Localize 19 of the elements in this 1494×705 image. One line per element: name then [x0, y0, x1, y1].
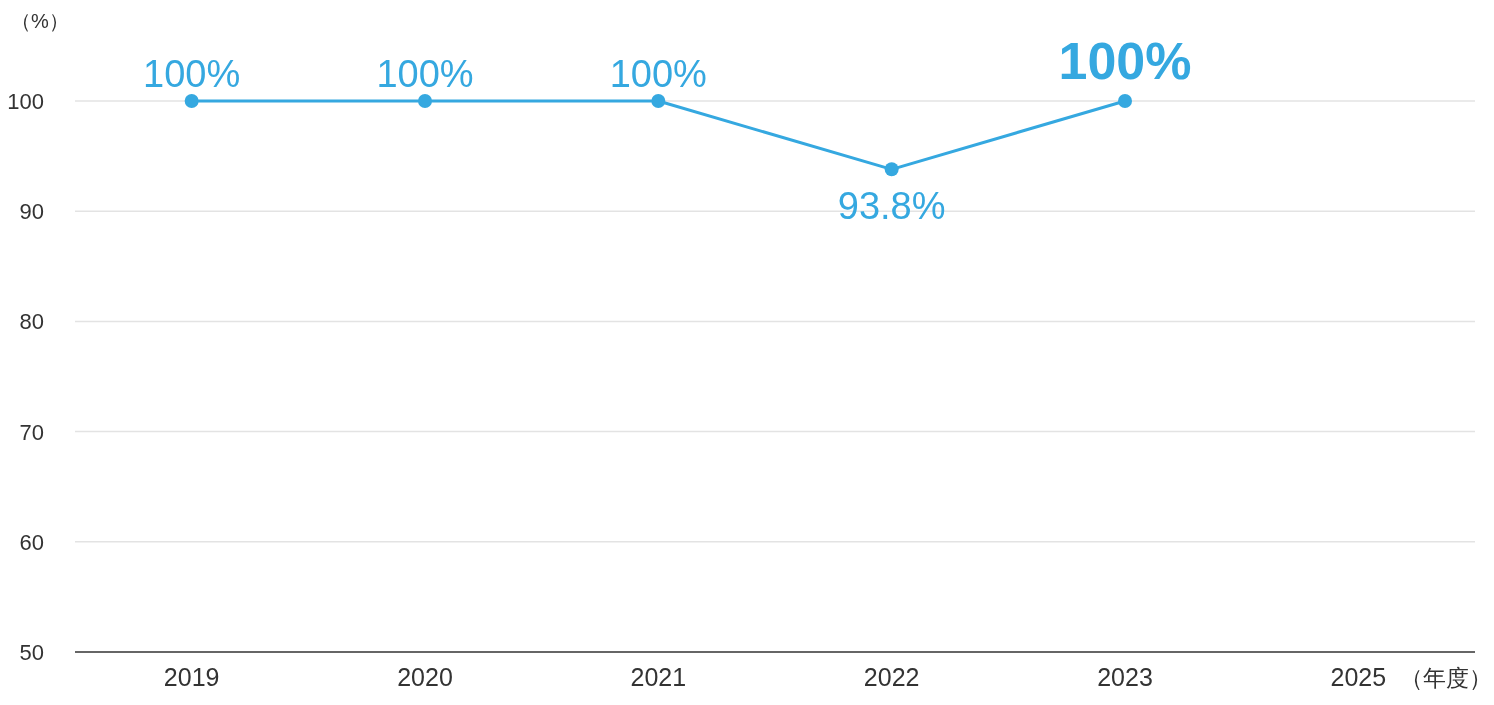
x-tick-label: 2021	[630, 663, 687, 691]
y-tick-label: 90	[19, 199, 44, 225]
x-tick-label: 2019	[163, 663, 220, 691]
y-axis-title: （%）	[11, 10, 69, 32]
y-tick-label: 60	[19, 529, 44, 555]
data-label: 100%	[143, 53, 241, 95]
y-tick-label: 80	[19, 309, 44, 335]
x-axis-title: （年度）	[1400, 665, 1492, 691]
x-tick-label: 2020	[397, 663, 453, 691]
data-label: 100%	[376, 53, 474, 95]
x-tick-label: 2023	[1097, 663, 1153, 691]
x-tick-label: 2025	[1330, 663, 1387, 691]
y-tick-label: 70	[19, 419, 44, 445]
x-tick-label: 2022	[863, 663, 920, 691]
y-tick-label: 100	[7, 89, 44, 114]
data-label: 93.8%	[837, 185, 946, 228]
y-tick-label: 50	[19, 640, 44, 665]
data-label: 100%	[609, 53, 707, 95]
data-label: 100%	[1058, 32, 1192, 90]
